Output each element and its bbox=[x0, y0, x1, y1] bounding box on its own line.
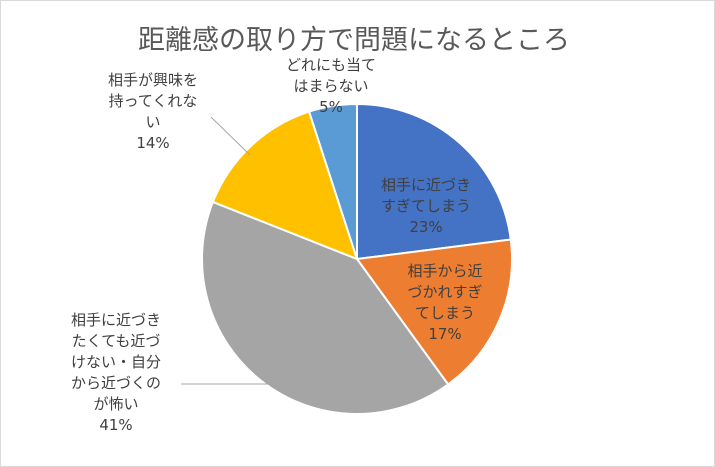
pie-slice-1 bbox=[356, 102, 512, 261]
chart-title: 距離感の取り方で問題になるところ bbox=[138, 25, 570, 56]
slice-label-5: どれにも当てはまらない 5% bbox=[286, 56, 376, 116]
slice-label-line: 相手に近づき bbox=[381, 176, 471, 194]
slice-percent: 41% bbox=[99, 416, 132, 434]
pie-slice-5 bbox=[307, 102, 358, 260]
slice-label-line: すぎてしまう bbox=[381, 197, 471, 215]
slice-label-line: 相手に近づき bbox=[71, 311, 161, 329]
slice-label-line: 相手から近 bbox=[407, 262, 482, 280]
slice-label-line: はまらない bbox=[293, 77, 368, 95]
slice-label-4: 相手が興味を持ってくれない 14% bbox=[108, 71, 198, 152]
slice-label-line: い bbox=[145, 113, 160, 131]
slice-label-line: から近づくの bbox=[71, 374, 161, 392]
slice-label-line: 持ってくれな bbox=[109, 92, 198, 110]
slice-label-1: 相手に近づきすぎてしまう 23% bbox=[381, 176, 471, 236]
slice-percent: 23% bbox=[409, 218, 442, 236]
slice-label-line: づかれすぎ bbox=[407, 283, 482, 301]
pie-slice-3 bbox=[201, 200, 450, 415]
slice-label-line: どれにも当て bbox=[286, 56, 376, 74]
slice-label-line: けない・自分 bbox=[71, 353, 161, 371]
slice-label-line: てしまう bbox=[415, 304, 475, 322]
slice-label-line: 相手が興味を bbox=[108, 71, 198, 89]
slice-label-2: 相手から近づかれすぎてしまう 17% bbox=[407, 262, 482, 343]
slice-percent: 5% bbox=[319, 98, 343, 116]
slice-percent: 17% bbox=[428, 325, 461, 343]
slice-label-3: 相手に近づきたくても近づけない・自分から近づくのが怖い 41% bbox=[71, 311, 161, 434]
pie-slice-2 bbox=[355, 238, 513, 386]
leader-line-4 bbox=[210, 116, 251, 156]
slice-percent: 14% bbox=[136, 134, 169, 152]
slice-label-line: が怖い bbox=[93, 395, 138, 413]
slice-label-line: たくても近づ bbox=[72, 332, 161, 350]
